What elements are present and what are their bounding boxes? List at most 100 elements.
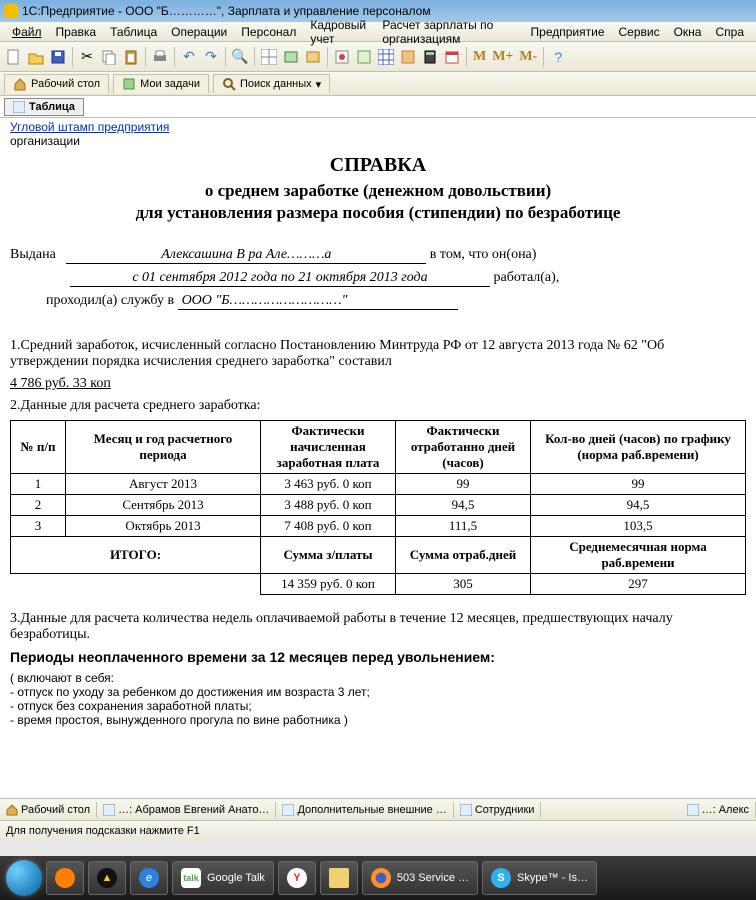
menu-hr[interactable]: Кадровый учет (304, 16, 374, 48)
list-icon (103, 804, 115, 816)
document-area: Угловой штамп предприятия организации СП… (0, 118, 756, 798)
corner-text: организации (10, 134, 80, 148)
taskbar-item[interactable]: SSkype™ - Is… (482, 861, 597, 895)
table-total-row: 14 359 руб. 0 коп 305 297 (11, 574, 746, 595)
tab-label: Рабочий стол (31, 78, 100, 90)
menu-operations[interactable]: Операции (165, 23, 233, 41)
save-icon[interactable] (48, 47, 68, 67)
separator-icon (543, 47, 544, 67)
taskbar-item[interactable] (320, 861, 358, 895)
menu-file[interactable]: Файл (6, 23, 48, 41)
tab-desktop[interactable]: Рабочий стол (4, 74, 109, 93)
help-icon[interactable]: ? (548, 47, 568, 67)
document-tabs: Таблица (0, 96, 756, 118)
skype-icon: S (491, 868, 511, 888)
status-item[interactable]: Сотрудники (454, 802, 542, 818)
tab-tasks[interactable]: Мои задачи (113, 74, 209, 93)
served-line: проходил(а) службу в ООО "Б………………………" (10, 293, 746, 310)
menu-windows[interactable]: Окна (668, 23, 708, 41)
calendar-icon[interactable] (442, 47, 462, 67)
para2: 2.Данные для расчета среднего заработка: (10, 398, 746, 414)
ie-icon: e (139, 868, 159, 888)
firefox-icon (371, 868, 391, 888)
folder-icon (329, 868, 349, 888)
menu-payroll[interactable]: Расчет зарплаты по организациям (376, 16, 522, 48)
register-icon[interactable] (398, 47, 418, 67)
bullet1: - отпуск по уходу за ребенком до достиже… (10, 685, 746, 699)
menu-edit[interactable]: Правка (50, 23, 103, 41)
print-icon[interactable] (150, 47, 170, 67)
separator-icon (174, 47, 175, 67)
undo-icon[interactable]: ↶ (179, 47, 199, 67)
separator-icon (145, 47, 146, 67)
taskbar-item[interactable]: ▲ (88, 861, 126, 895)
document-content: СПРАВКА о среднем заработке (денежном до… (10, 154, 746, 727)
average-salary: 4 786 руб. 33 коп (10, 376, 111, 391)
menu-personnel[interactable]: Персонал (235, 23, 302, 41)
status-item[interactable]: …: Алекс (681, 802, 756, 818)
menu-enterprise[interactable]: Предприятие (525, 23, 611, 41)
menu-table[interactable]: Таблица (104, 23, 163, 41)
sheet-icon (13, 101, 25, 113)
bullet2: - отпуск без сохранения заработной платы… (10, 699, 746, 713)
start-button[interactable] (6, 860, 42, 896)
reports-icon[interactable] (354, 47, 374, 67)
menu-service[interactable]: Сервис (613, 23, 666, 41)
open-icon[interactable] (26, 47, 46, 67)
active-document-tab[interactable]: Таблица (4, 98, 84, 116)
taskbar-item[interactable] (46, 861, 84, 895)
app-logo-icon (4, 4, 18, 18)
hint-text: Для получения подсказки нажмите F1 (6, 825, 200, 837)
list-icon (282, 804, 294, 816)
house-icon (13, 77, 27, 91)
windows-taskbar: ▲ e talkGoogle Talk Y 503 Service … SSky… (0, 856, 756, 900)
copy-icon[interactable] (99, 47, 119, 67)
find-icon[interactable]: 🔍 (230, 47, 250, 67)
list-icon (460, 804, 472, 816)
table-row: 2Сентябрь 20133 488 руб. 0 коп94,594,5 (11, 495, 746, 516)
grid2-icon[interactable] (281, 47, 301, 67)
status-item[interactable]: Дополнительные внешние … (276, 802, 453, 818)
prefs-icon[interactable] (332, 47, 352, 67)
paste-icon[interactable] (121, 47, 141, 67)
new-doc-icon[interactable] (4, 47, 24, 67)
taskbar-item[interactable]: Y (278, 861, 316, 895)
status-item[interactable]: …: Абрамов Евгений Анато… (97, 802, 276, 818)
person-name: Алексашина В ра Але………а (66, 247, 426, 264)
period-line: с 01 сентября 2012 года по 21 октября 20… (10, 270, 746, 287)
table-icon[interactable] (376, 47, 396, 67)
search-icon (222, 77, 236, 91)
table-total-header: ИТОГО: Сумма з/платы Сумма отраб.дней Ср… (11, 537, 746, 574)
table-row: 3Октябрь 20137 408 руб. 0 коп111,5103,5 (11, 516, 746, 537)
section-header: Периоды неоплаченного времени за 12 меся… (10, 649, 746, 665)
issued-suffix: в том, что он(она) (430, 247, 537, 262)
m-plus-button[interactable]: M+ (490, 49, 515, 65)
th-days: Фактически отработанно дней (часов) (396, 421, 531, 474)
taskbar-item[interactable]: talkGoogle Talk (172, 861, 274, 895)
m-minus-button[interactable]: M- (517, 49, 539, 65)
house-icon (6, 804, 18, 816)
bullet3: - время простоя, вынужденного прогула по… (10, 713, 746, 727)
taskbar-item[interactable]: e (130, 861, 168, 895)
dropdown-icon: ▾ (316, 78, 322, 91)
doc-subtitle2: для установления размера пособия (стипен… (10, 203, 746, 223)
redo-icon[interactable]: ↷ (201, 47, 221, 67)
grid3-icon[interactable] (303, 47, 323, 67)
menu-help[interactable]: Спра (709, 23, 750, 41)
th-num: № п/п (11, 421, 66, 474)
corner-link[interactable]: Угловой штамп предприятия (10, 120, 169, 134)
tab-search[interactable]: Поиск данных ▾ (213, 74, 330, 93)
gtalk-icon: talk (181, 868, 201, 888)
th-norm: Кол-во дней (часов) по графику (норма ра… (531, 421, 746, 474)
m-button[interactable]: M (471, 49, 488, 65)
calc-icon[interactable] (420, 47, 440, 67)
status-item[interactable]: Рабочий стол (0, 802, 97, 818)
org-name: ООО "Б………………………" (178, 293, 458, 310)
cut-icon[interactable]: ✂ (77, 47, 97, 67)
separator-icon (225, 47, 226, 67)
taskbar-item[interactable]: 503 Service … (362, 861, 478, 895)
th-month: Месяц и год расчетного периода (66, 421, 261, 474)
grid1-icon[interactable] (259, 47, 279, 67)
list-icon (687, 804, 699, 816)
earnings-table: № п/п Месяц и год расчетного периода Фак… (10, 420, 746, 595)
